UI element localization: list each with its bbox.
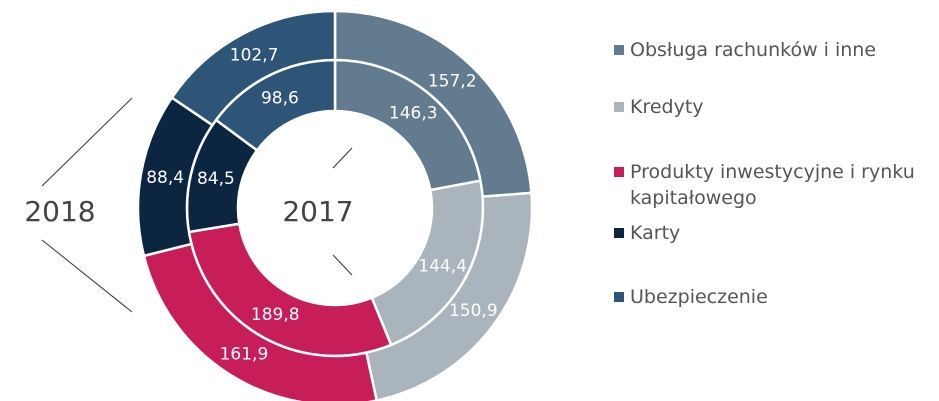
legend-swatch: [614, 292, 624, 302]
rings: [136, 9, 534, 401]
data-label: 189,8: [251, 305, 300, 325]
data-label: 84,5: [197, 169, 235, 189]
data-label: 161,9: [220, 345, 269, 365]
legend-label: Kredyty: [630, 96, 704, 118]
legend-item: Kredyty: [614, 94, 934, 120]
legend-swatch: [614, 228, 624, 238]
data-label: 146,3: [389, 104, 438, 124]
series-label: 2018: [24, 195, 95, 228]
legend-item: Produkty inwestycyjne i rynku kapitałowe…: [614, 159, 934, 211]
data-label: 144,4: [418, 257, 467, 277]
legend-label: Karty: [630, 222, 681, 244]
donut-slice: [170, 9, 337, 127]
legend-item: Obsługa rachunków i inne: [614, 37, 934, 63]
data-label: 150,9: [449, 301, 498, 321]
legend-label: Obsługa rachunków i inne: [630, 39, 877, 61]
legend-item: Karty: [614, 220, 934, 246]
legend-label: Produkty inwestycyjne i rynku kapitałowe…: [630, 161, 915, 209]
legend-item: Ubezpieczenie: [614, 284, 934, 310]
data-label: 102,7: [230, 46, 279, 66]
legend-label: Ubezpieczenie: [630, 286, 768, 308]
legend-swatch: [614, 45, 624, 55]
series-label: 2017: [282, 195, 353, 228]
legend-swatch: [614, 167, 624, 177]
decor-line: [332, 147, 353, 169]
data-label: 88,4: [146, 168, 184, 188]
legend-swatch: [614, 102, 624, 112]
decor-line: [41, 97, 133, 187]
data-label: 157,2: [428, 71, 477, 91]
decor-line: [41, 239, 133, 313]
decor-line: [332, 254, 353, 276]
data-label: 98,6: [261, 89, 299, 109]
